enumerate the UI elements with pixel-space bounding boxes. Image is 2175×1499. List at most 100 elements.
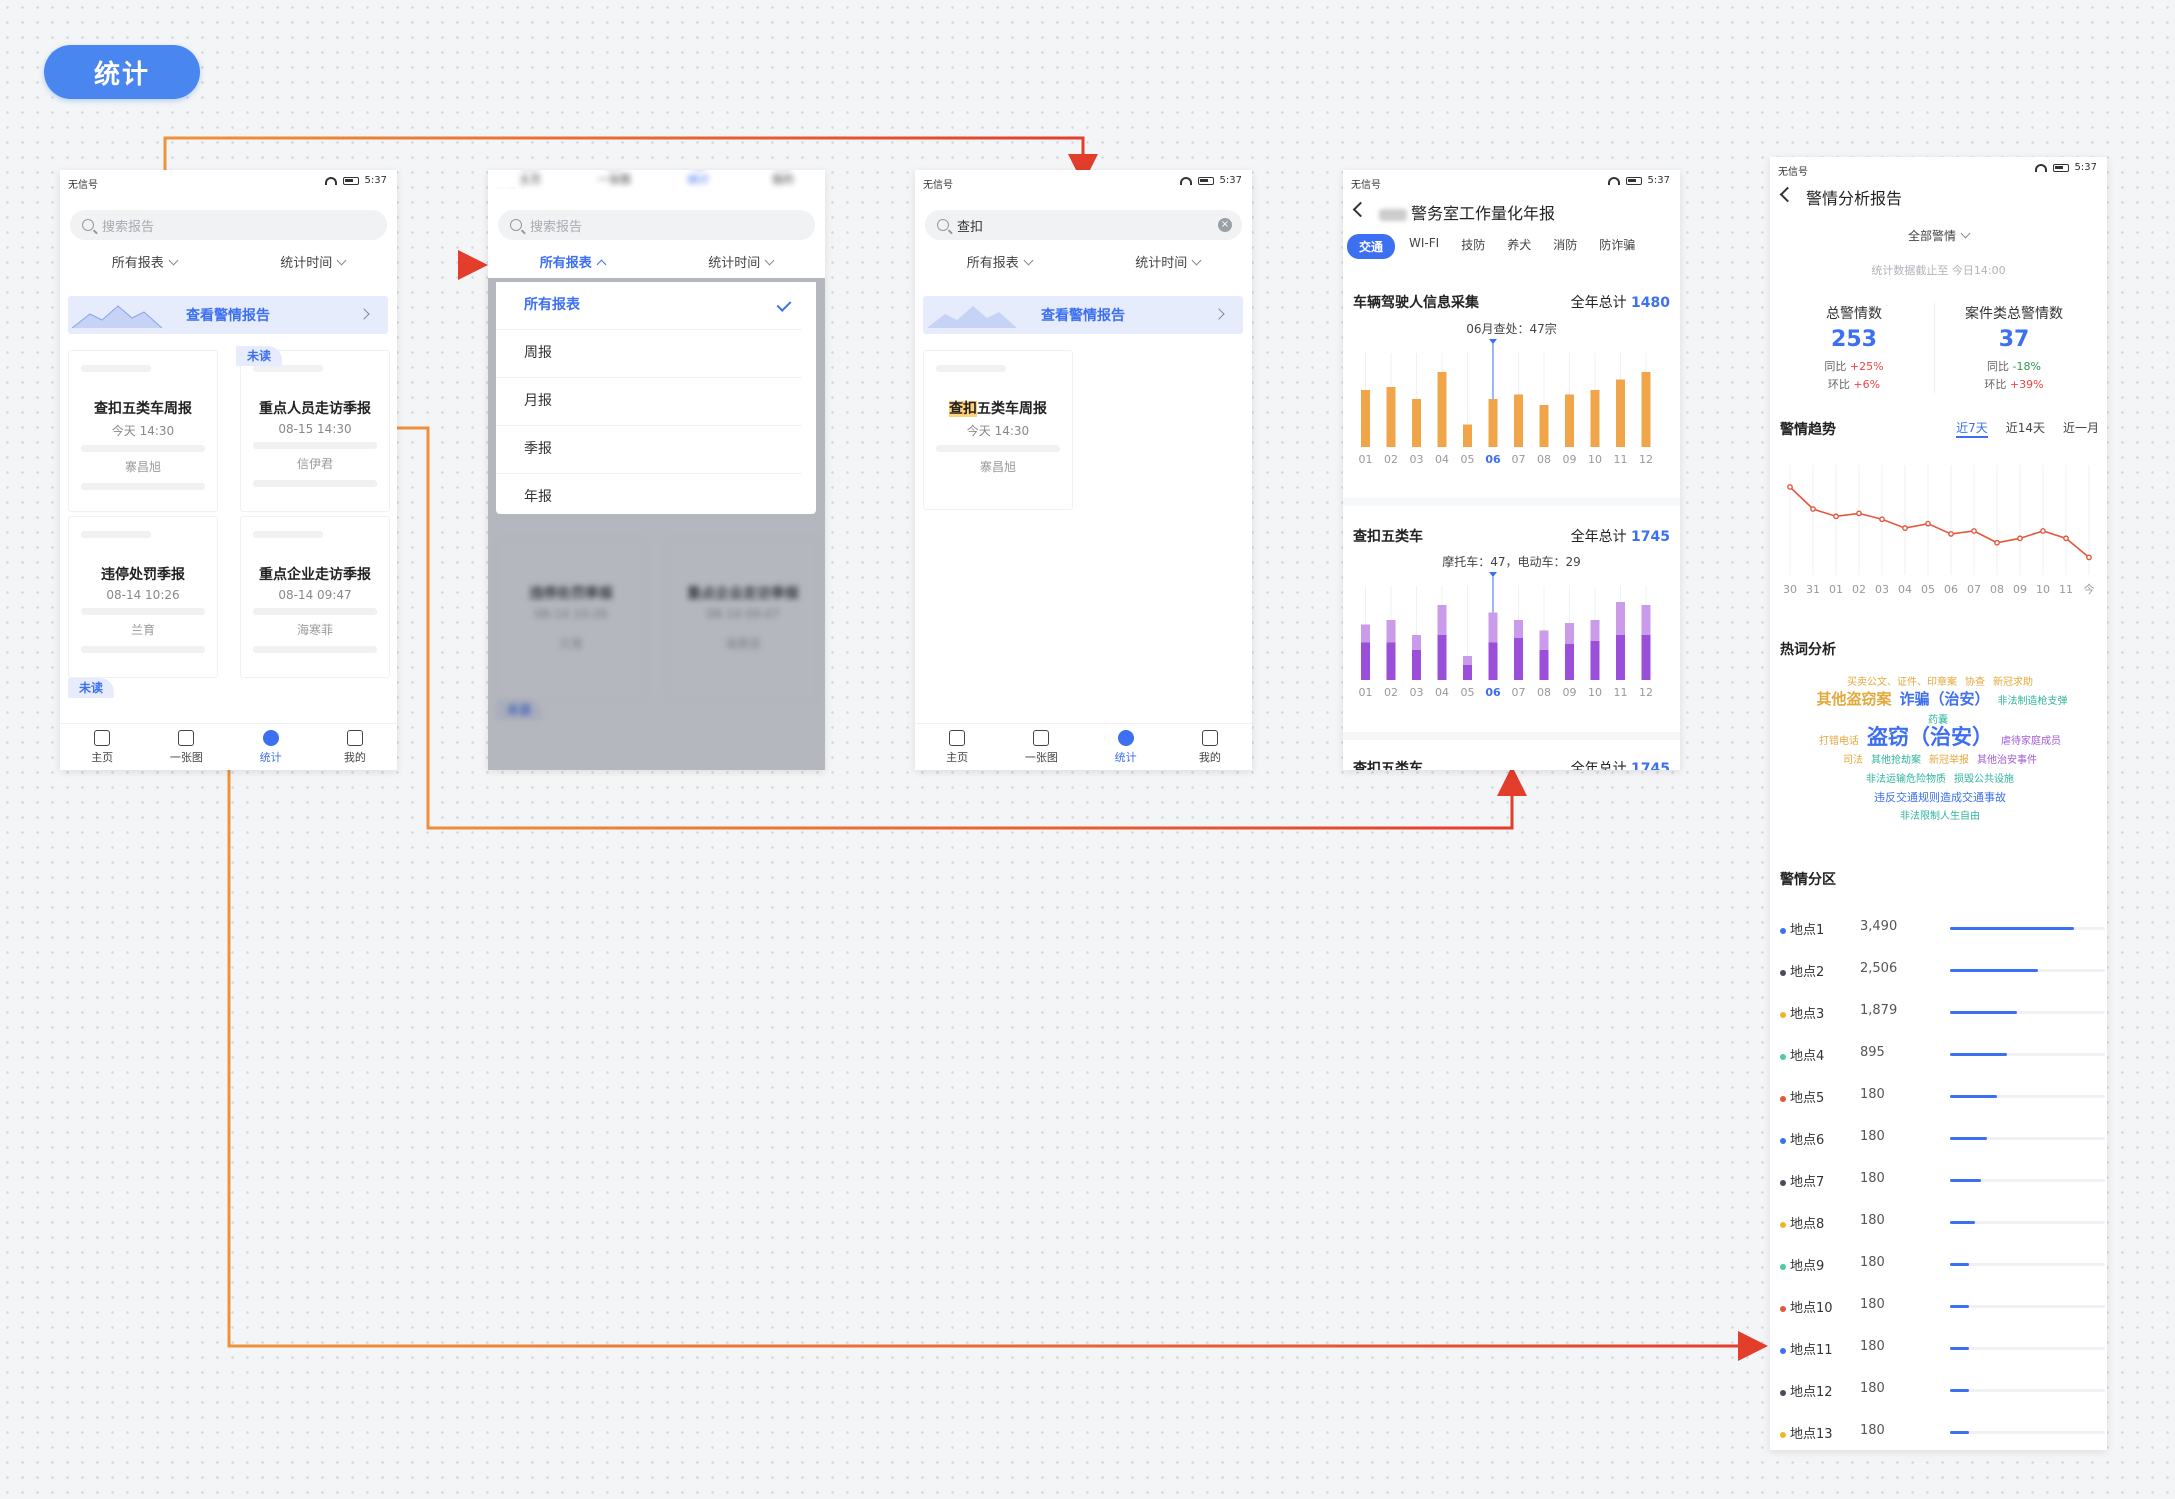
dropdown-option[interactable]: 周报: [496, 330, 802, 378]
mom-label: 环比: [1984, 378, 2007, 391]
tab-home[interactable]: 主页: [915, 724, 999, 770]
zone-row[interactable]: 地点10 180: [1780, 1285, 2105, 1327]
zone-row[interactable]: 地点11 180: [1780, 1327, 2105, 1369]
hot-word[interactable]: 其他抢劫案: [1871, 755, 1921, 766]
tab-1month[interactable]: 近一月: [2062, 421, 2099, 435]
search-highlight: 查扣: [949, 401, 977, 417]
tab-traffic[interactable]: 交通: [1347, 234, 1396, 259]
hot-word[interactable]: 违反交通规则造成交通事故: [1874, 791, 2006, 804]
filter-time[interactable]: 统计时间: [1084, 252, 1253, 271]
alert-report-banner[interactable]: 查看警情报告: [923, 296, 1243, 334]
zone-row[interactable]: 地点12 180: [1780, 1369, 2105, 1411]
hot-word[interactable]: 其他盗窃案: [1816, 690, 1892, 708]
bar-segment: [1539, 630, 1549, 650]
hot-word[interactable]: 虐待家庭成员: [2001, 736, 2061, 747]
zone-name: 地点13: [1780, 1423, 1833, 1442]
option-label: 所有报表: [524, 297, 580, 313]
filter-time[interactable]: 统计时间: [229, 252, 398, 271]
back-icon[interactable]: [1352, 201, 1369, 218]
card-title: 重点企业走访季报: [259, 567, 371, 583]
filter-time[interactable]: 统计时间: [657, 252, 826, 271]
zone-bar-fill: [1950, 1011, 2017, 1014]
hot-word[interactable]: 司法: [1843, 755, 1863, 766]
report-card[interactable]: 重点企业走访季报 08-14 09:47 海寒菲: [240, 516, 390, 678]
dropdown-option[interactable]: 季报: [496, 426, 802, 474]
search-input[interactable]: 搜索报告: [498, 210, 815, 240]
tab-stats[interactable]: 统计: [1084, 724, 1168, 770]
filter-reports[interactable]: 所有报表: [915, 252, 1084, 271]
zone-row[interactable]: 地点7 180: [1780, 1159, 2105, 1201]
chart-tooltip: 摩托车：47，电动车：29: [1442, 555, 1581, 569]
battery-icon: [1625, 176, 1642, 185]
tab-14days[interactable]: 近14天: [2005, 421, 2045, 435]
filter-reports[interactable]: 所有报表: [60, 252, 229, 271]
x-tick-label: 06: [1485, 686, 1501, 699]
report-card[interactable]: 查扣五类车周报 今天 14:30 寨昌旭: [923, 350, 1073, 510]
hot-word[interactable]: 非法制造枪支弹药囊: [1928, 696, 2068, 726]
hot-word[interactable]: 打错电话: [1819, 736, 1859, 747]
tab-wifi[interactable]: WI-FI: [1409, 236, 1440, 250]
tab-fraud[interactable]: 防诈骗: [1599, 238, 1636, 252]
zone-row[interactable]: 地点6 180: [1780, 1117, 2105, 1159]
tab-home[interactable]: 主页: [60, 724, 144, 770]
search-input[interactable]: 查扣 ×: [925, 210, 1242, 240]
x-tick-label: 10: [1588, 686, 1602, 699]
zone-bar-track: [1950, 1179, 2105, 1182]
hot-word[interactable]: 新冠求助: [1993, 677, 2033, 688]
tab-map[interactable]: 一张图: [144, 724, 228, 770]
search-placeholder: 搜索报告: [102, 219, 155, 235]
zone-row[interactable]: 地点2 2,506: [1780, 949, 2105, 991]
tab-label: 主页: [519, 173, 542, 186]
hot-word[interactable]: 协查: [1965, 677, 1985, 688]
tab-map[interactable]: 一张图: [999, 724, 1083, 770]
back-icon[interactable]: [1779, 186, 1796, 203]
hot-word[interactable]: 其他治安事件: [1977, 755, 2037, 766]
filter-reports[interactable]: 所有报表: [488, 252, 657, 271]
alert-report-banner[interactable]: 查看警情报告: [68, 296, 388, 334]
dropdown-option[interactable]: 年报: [496, 474, 802, 521]
status-bar: 无信号 5:37: [60, 170, 397, 192]
hot-word[interactable]: 新冠举报: [1929, 755, 1969, 766]
hot-word[interactable]: 损毁公共设施: [1954, 774, 2014, 785]
tab-stats[interactable]: 统计: [229, 724, 313, 770]
hot-word[interactable]: 诈骗（治安）: [1899, 690, 1990, 708]
data-point: [2063, 535, 2069, 542]
zone-row[interactable]: 地点1 3,490: [1780, 907, 2105, 949]
report-card[interactable]: 查扣五类车周报 今天 14:30 寨昌旭: [68, 350, 218, 512]
filter-all-alerts[interactable]: 全部警情: [1770, 227, 2107, 244]
dropdown-option[interactable]: 所有报表: [496, 282, 802, 330]
zone-row[interactable]: 地点9 180: [1780, 1243, 2105, 1285]
tab-7days[interactable]: 近7天: [1956, 419, 1988, 438]
zone-row[interactable]: 地点8 180: [1780, 1201, 2105, 1243]
tab-dog[interactable]: 养犬: [1507, 238, 1532, 252]
hot-word[interactable]: 非法运输危险物质: [1866, 774, 1946, 785]
zone-value: 180: [1860, 1297, 1885, 1312]
tab-fire[interactable]: 消防: [1553, 238, 1578, 252]
tab-tech[interactable]: 技防: [1461, 238, 1486, 252]
report-card[interactable]: 违停处罚季报 08-14 10:26 兰育: [68, 516, 218, 678]
dropdown-option[interactable]: 月报: [496, 378, 802, 426]
zone-row[interactable]: 地点13 180: [1780, 1411, 2105, 1450]
zone-row[interactable]: 地点5 180: [1780, 1075, 2105, 1117]
section-title: 查扣五类车: [1353, 529, 1423, 545]
zone-dot: [1780, 1221, 1786, 1228]
tab-profile[interactable]: 我的: [313, 724, 397, 770]
hot-word[interactable]: 盗窃（治安）: [1867, 725, 1993, 749]
yoy-label: 同比: [1824, 360, 1847, 373]
card-author: 寨昌旭: [124, 460, 161, 474]
tab-bar: 主页 一张图 统计 我的: [915, 723, 1252, 770]
hot-word[interactable]: 非法限制人生自由: [1900, 811, 1980, 822]
search-input[interactable]: 搜索报告: [70, 210, 387, 240]
status-bar: 无信号 5:37: [1770, 157, 2107, 179]
zone-row[interactable]: 地点3 1,879: [1780, 991, 2105, 1033]
card-title: 违停处罚季报: [101, 567, 185, 583]
word-cloud: 买卖公文、证件、印章案 协查 新冠求助其他盗窃案 诈骗（治安） 非法制造枪支弹药囊打错电…: [1810, 672, 2070, 825]
zone-row[interactable]: 地点4 895: [1780, 1033, 2105, 1075]
report-card[interactable]: 重点人员走访季报 08-15 14:30 信伊君: [240, 350, 390, 512]
hot-word[interactable]: 买卖公文、证件、印章案: [1847, 677, 1957, 688]
clear-icon[interactable]: ×: [1218, 218, 1232, 232]
tab-bar: 主页 一张图 统计 我的: [488, 170, 825, 192]
tab-profile[interactable]: 我的: [1168, 724, 1252, 770]
mountain-decoration: [72, 305, 163, 329]
wifi-icon: [1607, 176, 1620, 185]
